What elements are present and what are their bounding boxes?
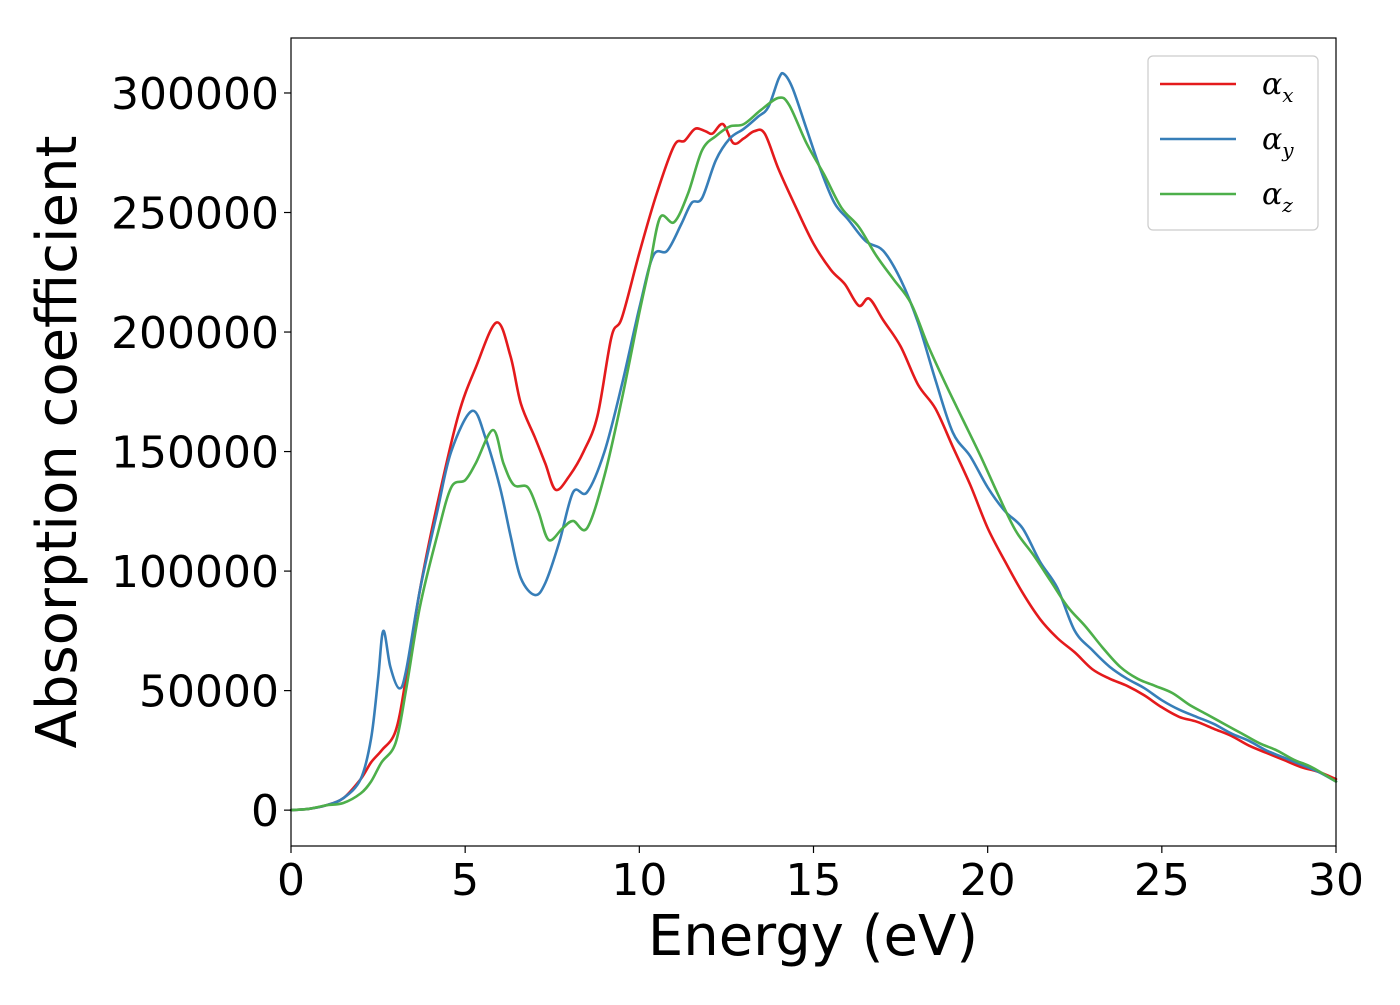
legend-label-z: αz xyxy=(1262,177,1293,217)
series-line-x xyxy=(289,122,1338,812)
x-tick-label: 25 xyxy=(1134,855,1190,906)
x-tick-label: 30 xyxy=(1308,855,1364,906)
y-tick-label: 0 xyxy=(251,786,279,837)
y-tick-label: 300000 xyxy=(111,69,279,120)
series-line-z xyxy=(289,96,1338,812)
y-axis-title: Absorption coefficient xyxy=(25,136,90,749)
x-tick-label: 10 xyxy=(611,855,667,906)
y-tick-label: 200000 xyxy=(111,308,279,359)
y-tick-label: 250000 xyxy=(111,189,279,240)
legend-label-y: αy xyxy=(1262,122,1294,162)
x-tick-label: 5 xyxy=(451,855,479,906)
y-tick-label: 100000 xyxy=(111,547,279,598)
series-line-y xyxy=(289,71,1338,812)
x-axis: 0 5 10 15 20 25 30 xyxy=(277,846,1364,906)
x-tick-label: 0 xyxy=(277,855,305,906)
y-axis: 0 50000 100000 150000 200000 250000 300000 xyxy=(111,69,291,837)
x-tick-label: 15 xyxy=(786,855,842,906)
y-tick-label: 150000 xyxy=(111,428,279,479)
legend: αx αy αz xyxy=(1147,55,1319,231)
legend-label-x: αx xyxy=(1262,67,1294,107)
x-axis-title: Energy (eV) xyxy=(648,904,978,969)
series-layer xyxy=(289,71,1338,812)
legend-box xyxy=(1147,55,1319,231)
y-tick-label: 50000 xyxy=(139,667,279,718)
x-tick-label: 20 xyxy=(960,855,1016,906)
